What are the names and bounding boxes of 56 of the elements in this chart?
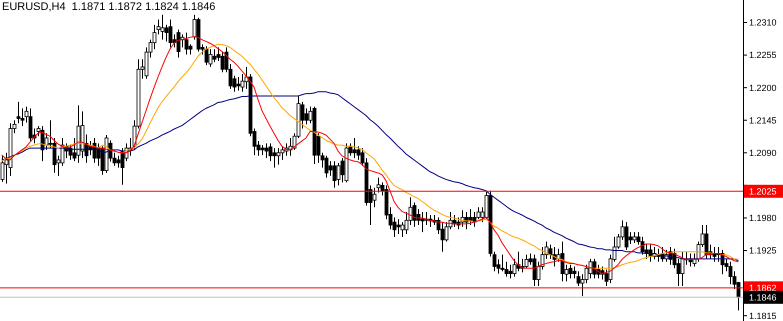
candlestick [184,32,188,55]
candlestick [160,14,164,40]
candlestick [560,241,564,282]
candlestick [640,236,644,256]
candlestick [188,44,192,55]
ref-line-label: 1.1846 [749,292,777,302]
candlestick [16,101,20,124]
candlestick [468,208,472,226]
candlestick [568,264,572,279]
candlestick [236,76,240,92]
candlestick [524,254,528,269]
candlestick [680,251,684,287]
candlestick [264,142,268,159]
candlestick [352,137,356,159]
y-tick-label: 1.2310 [749,18,777,28]
candlestick [420,212,424,233]
y-tick-label: 1.2145 [749,115,777,126]
ref-line-label: 1.1862 [749,282,777,293]
candlestick [324,155,328,178]
y-tick-label: 1.1815 [749,310,777,321]
candlestick [276,148,280,166]
candlestick [28,108,32,142]
candlestick [208,48,212,68]
candlestick [624,222,628,250]
candlestick [116,155,120,168]
y-tick-label: 1.2255 [749,50,777,60]
candlestick [632,232,636,244]
candlestick [728,261,732,285]
y-tick-label: 1.2090 [749,148,777,158]
candlestick [0,155,4,182]
candlestick [304,108,308,125]
candlestick [168,19,172,48]
candlestick [260,144,264,156]
y-tick-label: 1.1980 [749,213,777,224]
candlestick [588,258,592,279]
y-tick-label: 1.1925 [749,246,777,256]
chart-title: EURUSD,H4 1.1871 1.1872 1.1824 1.1846 [2,1,216,13]
y-tick-label: 1.2200 [749,82,777,93]
candlestick [400,222,404,238]
candlestick [440,222,444,252]
candlestick [176,29,180,58]
candlestick [372,187,376,208]
candlestick [280,146,284,160]
candlestick [508,264,512,279]
candlestick [120,148,124,186]
candlestick [704,224,708,260]
candlestick [532,254,536,287]
candlestick [212,48,216,63]
candlestick [396,218,400,234]
candlestick [332,160,336,188]
candlestick [204,46,208,66]
candlestick [592,258,596,279]
candlestick [336,162,340,186]
candlestick [272,148,276,168]
ref-line-label: 1.2025 [749,186,777,196]
candlestick [220,51,224,73]
